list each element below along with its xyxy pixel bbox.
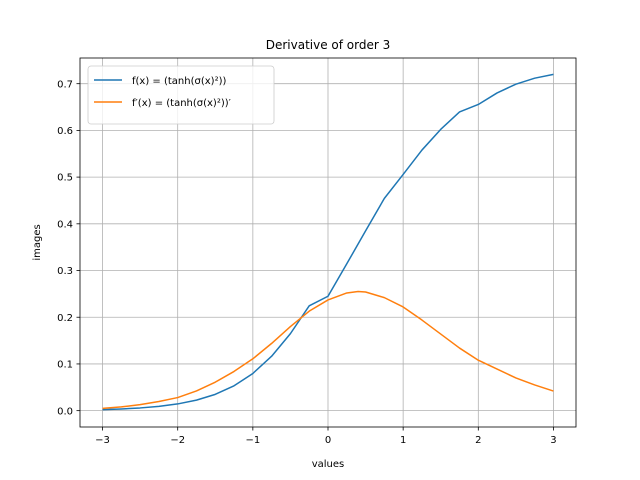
- y-tick-label: 0.1: [57, 360, 73, 371]
- y-tick-label: 0.4: [57, 219, 73, 230]
- y-tick-label: 0.7: [57, 79, 73, 90]
- x-tick-label: 1: [400, 435, 406, 446]
- legend-label-1: f′(x) = (tanh(σ(x)²))′: [132, 98, 232, 109]
- legend-box: [87, 65, 275, 125]
- x-tick-label: −1: [245, 435, 260, 446]
- y-tick-label: 0.2: [57, 313, 73, 324]
- y-axis-label: images: [32, 224, 43, 260]
- series-line-1: [102, 290, 554, 410]
- series-layer: [102, 73, 554, 411]
- series-line-0: [102, 73, 554, 411]
- legend: f(x) = (tanh(σ(x)²)) f′(x) = (tanh(σ(x)²)…: [87, 65, 275, 125]
- ticks: −3 −2 −1 0 1 2 3 0.0 0.1 0.2 0.3 0.4 0.5 0.6 0.7: [57, 79, 557, 446]
- y-tick-label: 0.0: [57, 406, 73, 417]
- x-tick-label: −3: [95, 435, 110, 446]
- x-tick-label: 0: [325, 435, 331, 446]
- x-tick-label: 2: [475, 435, 481, 446]
- y-tick-label: 0.3: [57, 266, 73, 277]
- x-tick-label: −2: [170, 435, 185, 446]
- x-tick-label: 3: [550, 435, 556, 446]
- x-axis-label: values: [312, 459, 345, 470]
- y-tick-label: 0.5: [57, 173, 73, 184]
- chart-title: Derivative of order 3: [266, 38, 391, 52]
- legend-label-0: f(x) = (tanh(σ(x)²)): [132, 76, 226, 87]
- y-tick-label: 0.6: [57, 126, 73, 137]
